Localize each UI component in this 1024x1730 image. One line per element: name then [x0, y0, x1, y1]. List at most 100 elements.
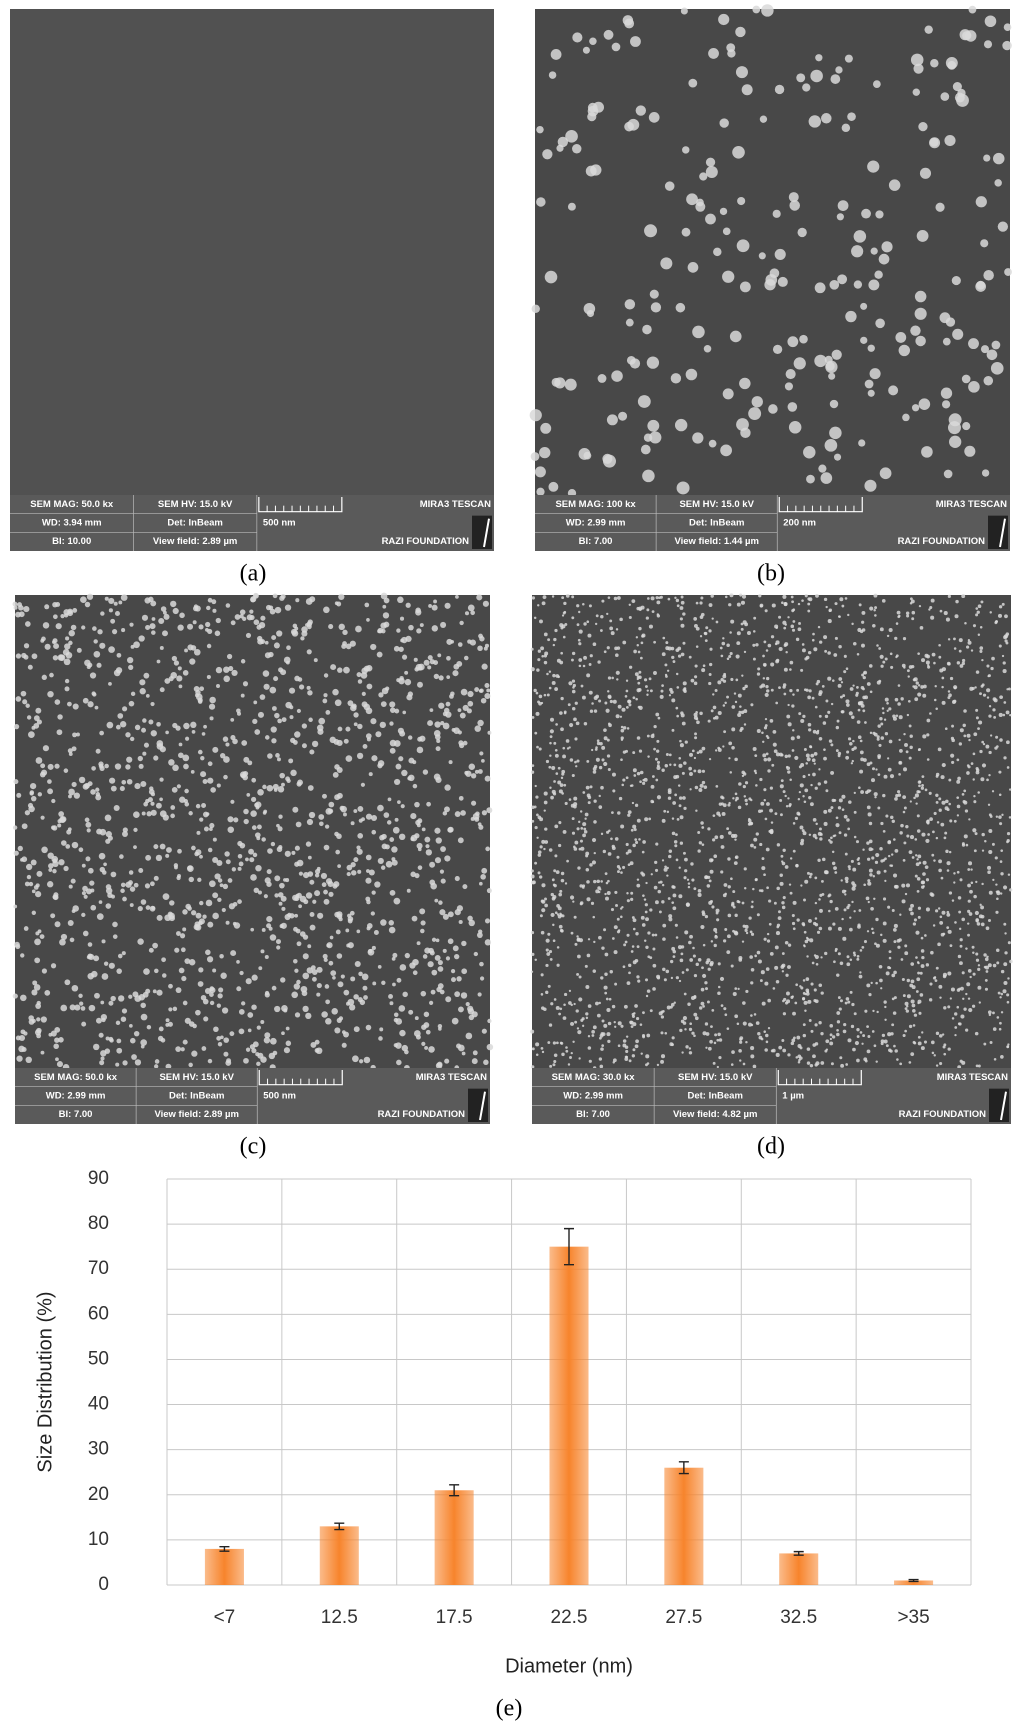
particle	[224, 851, 230, 857]
particle	[611, 370, 623, 382]
particle	[954, 1033, 957, 1037]
particle	[708, 758, 712, 761]
particle	[800, 884, 803, 887]
particle	[568, 989, 572, 992]
particle	[35, 931, 40, 936]
particle	[607, 676, 612, 680]
particle	[867, 389, 875, 397]
particle	[883, 1039, 888, 1044]
particle	[108, 1000, 114, 1006]
particle	[891, 909, 895, 913]
particle	[263, 1037, 271, 1044]
particle	[30, 795, 37, 802]
particle	[829, 399, 839, 409]
particle	[256, 1061, 261, 1067]
particle	[786, 714, 791, 719]
particle	[912, 685, 915, 688]
particle	[477, 769, 483, 774]
particle	[584, 817, 587, 820]
particle	[138, 635, 145, 642]
particle	[423, 1011, 430, 1018]
particle	[868, 664, 873, 668]
particle	[935, 202, 945, 212]
particle	[947, 60, 957, 70]
particle	[35, 707, 42, 714]
particle	[808, 115, 821, 128]
particle	[668, 849, 673, 854]
particle	[18, 1034, 26, 1042]
particle	[793, 357, 806, 370]
particle	[750, 1046, 755, 1051]
particle	[280, 977, 286, 983]
particle	[818, 1021, 822, 1025]
particle	[789, 688, 793, 693]
particle	[168, 759, 175, 766]
particle	[932, 830, 935, 834]
particle	[779, 881, 784, 886]
particle	[534, 784, 537, 788]
info-text: RAZI FOUNDATION	[382, 536, 470, 547]
particle	[781, 860, 784, 863]
particle	[194, 851, 199, 857]
particle	[876, 870, 881, 875]
particle	[722, 270, 735, 283]
particle	[789, 891, 793, 895]
particle	[925, 878, 930, 882]
particle	[760, 970, 765, 975]
particle	[736, 641, 741, 646]
particle	[804, 594, 808, 598]
particle	[165, 1022, 170, 1027]
particle	[607, 852, 612, 856]
particle	[915, 990, 919, 993]
particle	[739, 1040, 743, 1044]
particle	[681, 971, 685, 974]
particle	[74, 1004, 81, 1011]
particle	[775, 1052, 780, 1057]
particle	[999, 860, 1003, 863]
particle	[795, 983, 799, 987]
particle	[904, 742, 908, 747]
particle	[926, 733, 930, 737]
particle	[32, 980, 38, 986]
particle	[769, 268, 780, 278]
particle	[788, 421, 802, 434]
particle	[789, 200, 800, 211]
particle	[904, 1007, 908, 1011]
particle	[614, 1025, 617, 1028]
particle	[279, 772, 285, 779]
particle	[675, 706, 679, 710]
particle	[792, 927, 796, 931]
particle	[882, 921, 887, 926]
particle	[226, 653, 233, 660]
particle	[961, 792, 965, 796]
particle	[42, 622, 50, 629]
particle	[250, 810, 257, 817]
particle	[607, 768, 611, 772]
particle	[830, 770, 835, 775]
particle	[787, 754, 791, 758]
particle	[714, 715, 719, 720]
particle	[861, 1042, 864, 1045]
particle	[253, 887, 259, 893]
particle	[571, 773, 575, 778]
particle	[103, 862, 107, 867]
particle	[791, 609, 795, 613]
particle	[634, 840, 639, 845]
particle	[712, 1061, 716, 1065]
particle	[851, 886, 856, 891]
particle	[901, 883, 906, 888]
particle	[620, 725, 624, 729]
particle	[630, 784, 634, 787]
particle	[1007, 941, 1011, 945]
particle	[482, 600, 489, 607]
particle	[818, 926, 823, 931]
particle	[972, 624, 977, 628]
particle	[215, 666, 223, 674]
particle	[587, 801, 591, 805]
particle	[84, 601, 91, 608]
particle	[238, 1028, 245, 1035]
particle	[431, 625, 439, 632]
particle	[700, 924, 705, 930]
particle	[592, 642, 597, 647]
particle	[130, 691, 136, 697]
